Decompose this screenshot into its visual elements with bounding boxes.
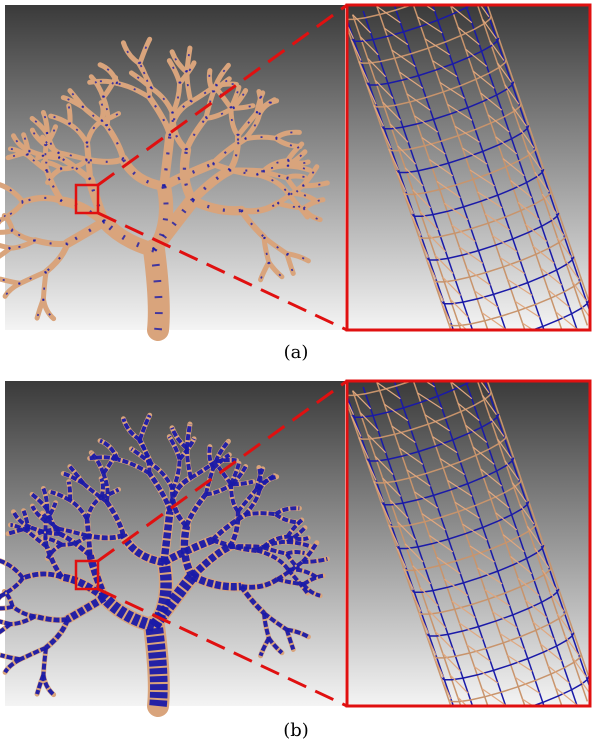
branch-mesh bbox=[288, 537, 309, 540]
figure: (a) (b) bbox=[0, 0, 592, 744]
branch-mesh bbox=[229, 546, 263, 547]
branch bbox=[302, 183, 327, 186]
mesh-diagonal bbox=[467, 351, 481, 371]
mesh-diagonal bbox=[489, 710, 512, 726]
panel bbox=[0, 0, 592, 369]
branch-mesh bbox=[154, 626, 159, 706]
mesh-diagonal bbox=[456, 722, 466, 743]
mesh-diagonal bbox=[443, 0, 464, 1]
mesh-diagonal bbox=[443, 360, 464, 377]
panel bbox=[0, 348, 592, 744]
branch bbox=[43, 272, 46, 299]
mesh-diagonal bbox=[465, 719, 483, 737]
branch bbox=[154, 250, 159, 330]
mesh-diagonal bbox=[456, 346, 466, 367]
mesh-diagonal bbox=[489, 334, 512, 350]
branch bbox=[87, 159, 123, 162]
panel-caption: (a) bbox=[284, 342, 309, 363]
mesh-diagonal bbox=[465, 343, 483, 361]
panel-caption: (b) bbox=[283, 720, 309, 741]
branch bbox=[245, 137, 276, 139]
